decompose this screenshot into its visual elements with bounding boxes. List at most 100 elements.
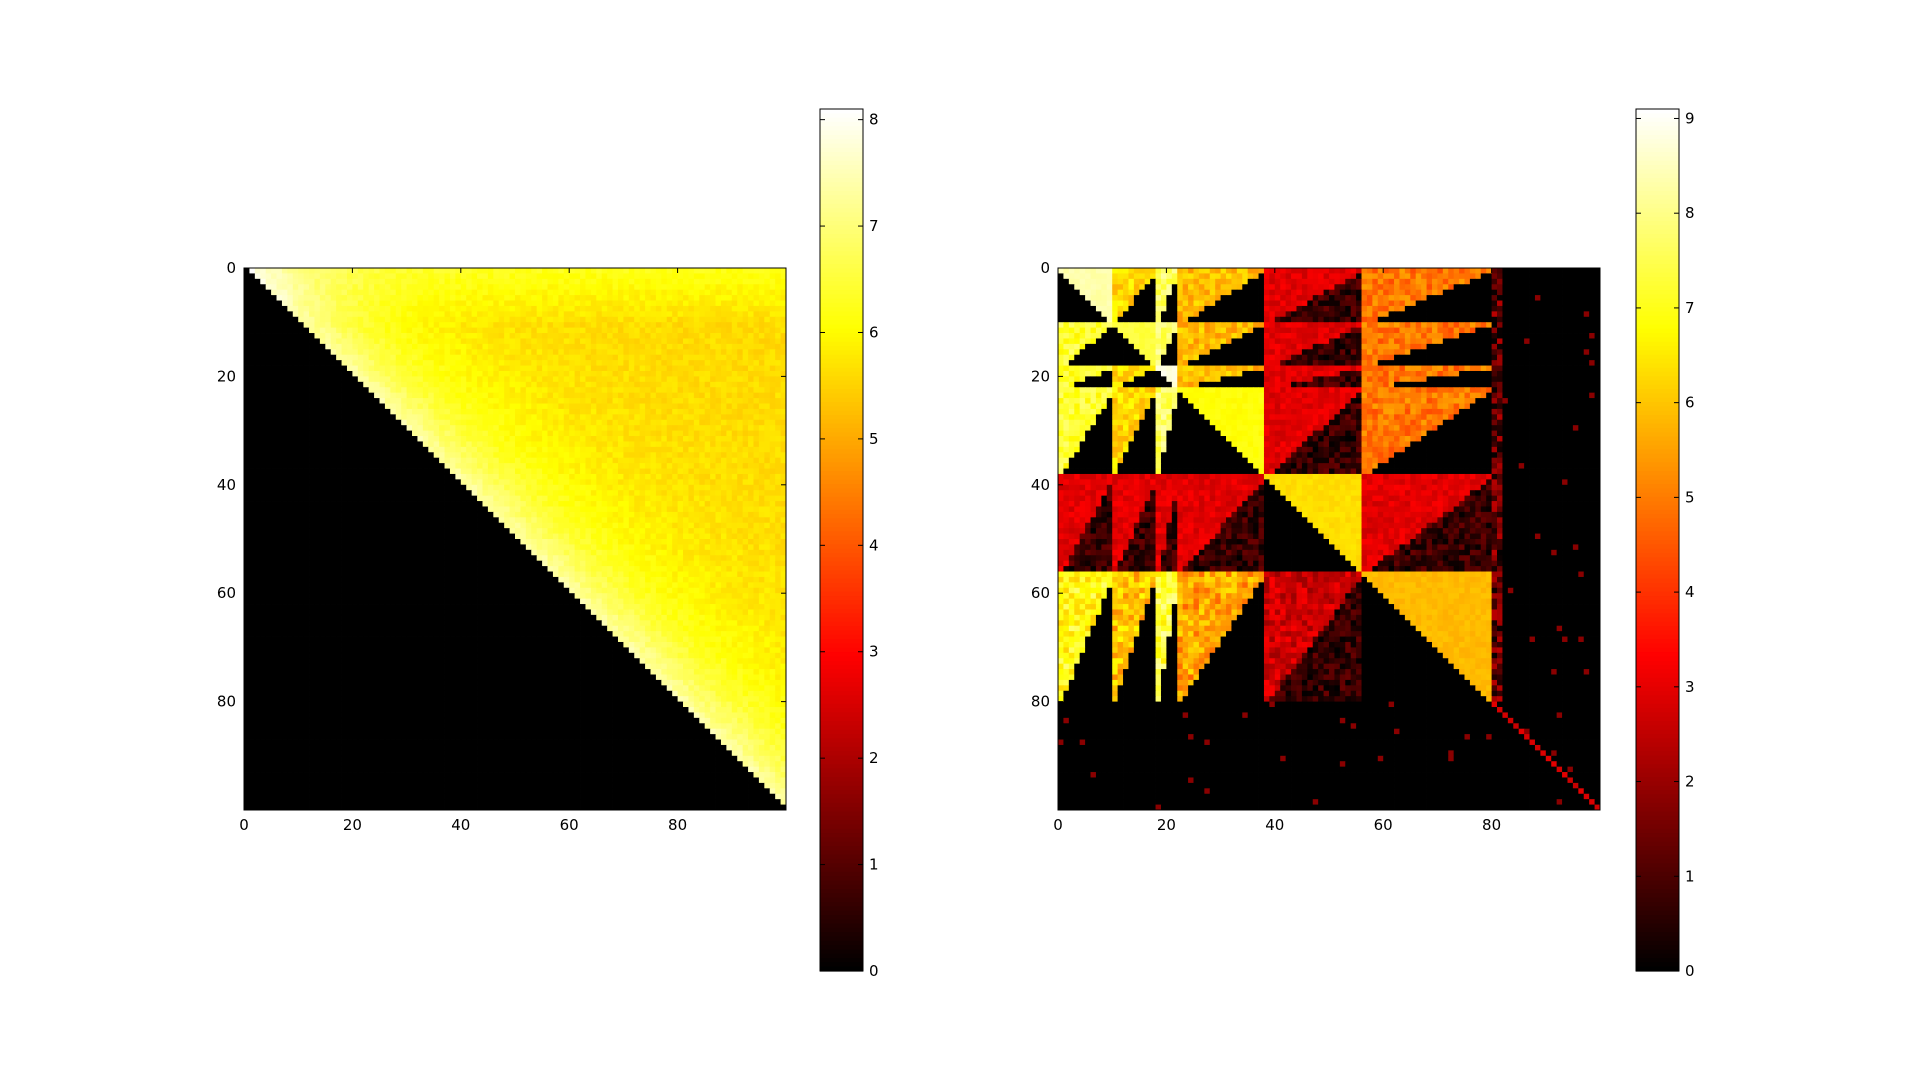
heatmap-cell xyxy=(341,479,348,486)
heatmap-cell xyxy=(574,349,581,356)
heatmap-cell xyxy=(639,322,646,329)
heatmap-cell xyxy=(764,333,771,339)
heatmap-cell xyxy=(645,295,651,301)
heatmap-cell xyxy=(531,484,538,491)
heatmap-cell xyxy=(509,365,516,372)
heatmap-cell xyxy=(444,305,451,312)
heatmap-cell xyxy=(563,473,570,480)
heatmap-cell xyxy=(449,479,456,486)
heatmap-cell xyxy=(466,430,473,437)
heatmap-cell xyxy=(661,506,668,513)
heatmap-cell xyxy=(281,360,288,366)
heatmap-cell xyxy=(406,398,413,404)
heatmap-cell xyxy=(563,528,570,534)
heatmap-cell xyxy=(336,528,342,534)
heatmap-cell xyxy=(325,300,332,307)
heatmap-cell xyxy=(536,268,543,274)
heatmap-cell xyxy=(363,484,370,491)
heatmap-cell xyxy=(515,295,521,301)
heatmap-cell xyxy=(645,316,651,323)
heatmap-cell xyxy=(536,381,543,388)
heatmap-cell xyxy=(672,441,678,448)
heatmap-cell xyxy=(737,398,744,404)
heatmap-cell xyxy=(265,517,272,524)
heatmap-cell xyxy=(412,501,418,507)
heatmap-cell xyxy=(401,501,407,507)
heatmap-cell xyxy=(563,517,570,524)
heatmap-cell xyxy=(319,343,326,350)
heatmap-cell xyxy=(390,376,397,383)
heatmap-cell xyxy=(444,322,451,329)
heatmap-cell xyxy=(276,322,283,329)
heatmap-cell xyxy=(672,506,678,513)
heatmap-cell xyxy=(384,425,391,431)
heatmap-cell xyxy=(466,305,473,312)
heatmap-cell xyxy=(265,289,272,296)
heatmap-cell xyxy=(655,419,662,426)
heatmap-cell xyxy=(753,322,760,329)
heatmap-cell xyxy=(699,316,706,323)
heatmap-cell xyxy=(775,463,781,469)
heatmap-cell xyxy=(558,268,565,274)
heatmap-cell xyxy=(395,484,402,491)
heatmap-cell xyxy=(585,408,592,415)
heatmap-cell xyxy=(769,484,776,491)
heatmap-cell xyxy=(412,441,418,448)
heatmap-cell xyxy=(292,501,299,507)
heatmap-cell xyxy=(460,522,467,529)
heatmap-cell xyxy=(330,430,337,437)
heatmap-cell xyxy=(563,381,570,388)
heatmap-cell xyxy=(612,501,619,507)
heatmap-cell xyxy=(704,495,711,502)
heatmap-cell xyxy=(374,468,380,475)
heatmap-cell xyxy=(341,327,348,334)
heatmap-cell xyxy=(357,501,364,507)
heatmap-cell xyxy=(672,528,678,534)
heatmap-cell xyxy=(683,365,689,372)
heatmap-cell xyxy=(395,343,402,350)
heatmap-cell xyxy=(753,365,760,372)
heatmap-cell xyxy=(395,511,402,518)
heatmap-cell xyxy=(265,479,272,486)
heatmap-cell xyxy=(580,343,586,350)
heatmap-cell xyxy=(688,506,695,513)
heatmap-cell xyxy=(374,311,380,318)
heatmap-cell xyxy=(661,284,668,291)
heatmap-cell xyxy=(341,511,348,518)
heatmap-cell xyxy=(531,425,538,431)
heatmap-cell xyxy=(487,403,494,410)
heatmap-cell xyxy=(780,333,787,339)
heatmap-cell xyxy=(341,452,348,459)
heatmap-cell xyxy=(558,338,565,345)
heatmap-cell xyxy=(628,463,635,469)
heatmap-cell xyxy=(422,430,429,437)
heatmap-cell xyxy=(504,511,510,518)
heatmap-cell xyxy=(531,517,538,524)
heatmap-cell xyxy=(384,511,391,518)
heatmap-cell xyxy=(769,425,776,431)
heatmap-cell xyxy=(471,414,478,421)
heatmap-cell xyxy=(710,425,716,431)
heatmap-cell xyxy=(368,268,375,274)
heatmap-cell xyxy=(325,479,332,486)
heatmap-cell xyxy=(639,484,646,491)
heatmap-cell xyxy=(748,322,754,329)
heatmap-cell xyxy=(422,446,429,453)
heatmap-cell xyxy=(444,408,451,415)
heatmap-cell xyxy=(699,338,706,345)
heatmap-cell xyxy=(710,479,716,486)
heatmap-cell xyxy=(590,479,597,486)
heatmap-cell xyxy=(677,284,684,291)
heatmap-cell xyxy=(601,268,608,274)
heatmap-cell xyxy=(634,408,641,415)
heatmap-cell xyxy=(314,501,321,507)
heatmap-cell xyxy=(769,506,776,513)
heatmap-cell xyxy=(688,533,695,540)
heatmap-cell xyxy=(693,463,700,469)
heatmap-cell xyxy=(737,517,744,524)
heatmap-cell xyxy=(731,533,738,540)
heatmap-cell xyxy=(617,425,624,431)
heatmap-cell xyxy=(710,506,716,513)
heatmap-cell xyxy=(525,479,532,486)
heatmap-cell xyxy=(330,392,337,399)
